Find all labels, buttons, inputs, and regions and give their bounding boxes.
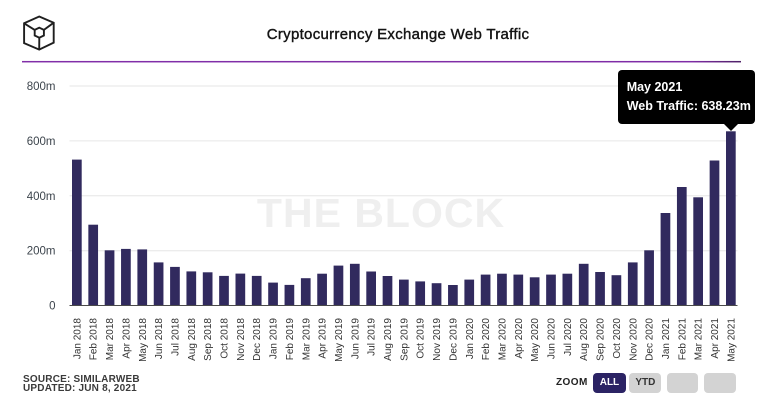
svg-text:Feb 2019: Feb 2019 [285, 318, 296, 361]
svg-text:Jul 2020: Jul 2020 [563, 318, 574, 356]
svg-text:Aug 2019: Aug 2019 [383, 318, 394, 361]
svg-text:Jan 2018: Jan 2018 [72, 318, 83, 360]
svg-text:Apr 2018: Apr 2018 [121, 318, 132, 359]
svg-text:Apr 2020: Apr 2020 [514, 318, 525, 359]
svg-text:Aug 2018: Aug 2018 [187, 318, 198, 361]
svg-text:Oct 2018: Oct 2018 [220, 318, 231, 359]
svg-text:Apr 2021: Apr 2021 [710, 318, 721, 359]
svg-text:May 2018: May 2018 [138, 318, 149, 362]
svg-text:Jan 2020: Jan 2020 [465, 318, 476, 360]
svg-text:Jun 2020: Jun 2020 [547, 318, 558, 360]
svg-text:THE BLOCK: THE BLOCK [257, 190, 505, 236]
svg-text:Mar 2020: Mar 2020 [497, 318, 508, 361]
svg-text:Dec 2019: Dec 2019 [448, 318, 459, 361]
svg-text:Oct 2020: Oct 2020 [612, 318, 623, 359]
svg-text:0: 0 [49, 301, 55, 313]
svg-text:Aug 2020: Aug 2020 [579, 318, 590, 361]
svg-text:Feb 2021: Feb 2021 [677, 318, 688, 361]
svg-text:Jul 2019: Jul 2019 [367, 318, 378, 356]
svg-text:Oct 2019: Oct 2019 [416, 318, 427, 359]
svg-text:Apr 2019: Apr 2019 [318, 318, 329, 359]
svg-text:Nov 2018: Nov 2018 [236, 318, 247, 361]
svg-text:Dec 2018: Dec 2018 [252, 318, 263, 361]
svg-text:Feb 2020: Feb 2020 [481, 318, 492, 361]
svg-text:400m: 400m [27, 191, 56, 203]
svg-text:Feb 2018: Feb 2018 [89, 318, 100, 361]
svg-text:Mar 2018: Mar 2018 [105, 318, 116, 361]
svg-text:Jun 2018: Jun 2018 [154, 318, 165, 360]
svg-text:Jun 2019: Jun 2019 [350, 318, 361, 360]
svg-text:Sep 2018: Sep 2018 [203, 318, 214, 361]
svg-text:Jan 2019: Jan 2019 [269, 318, 280, 360]
svg-text:Mar 2019: Mar 2019 [301, 318, 312, 361]
svg-text:May 2020: May 2020 [530, 318, 541, 362]
svg-text:Jul 2018: Jul 2018 [170, 318, 181, 356]
svg-text:Nov 2019: Nov 2019 [432, 318, 443, 361]
svg-text:Sep 2020: Sep 2020 [596, 318, 607, 361]
svg-text:600m: 600m [27, 136, 56, 148]
svg-text:Sep 2019: Sep 2019 [399, 318, 410, 361]
svg-text:May 2019: May 2019 [334, 318, 345, 362]
svg-text:800m: 800m [27, 81, 56, 93]
svg-text:Dec 2020: Dec 2020 [645, 318, 656, 361]
svg-text:Jan 2021: Jan 2021 [661, 318, 672, 360]
svg-text:Nov 2020: Nov 2020 [628, 318, 639, 361]
svg-text:May 2021: May 2021 [726, 318, 737, 362]
svg-text:200m: 200m [27, 246, 56, 258]
svg-text:Mar 2021: Mar 2021 [694, 318, 705, 361]
